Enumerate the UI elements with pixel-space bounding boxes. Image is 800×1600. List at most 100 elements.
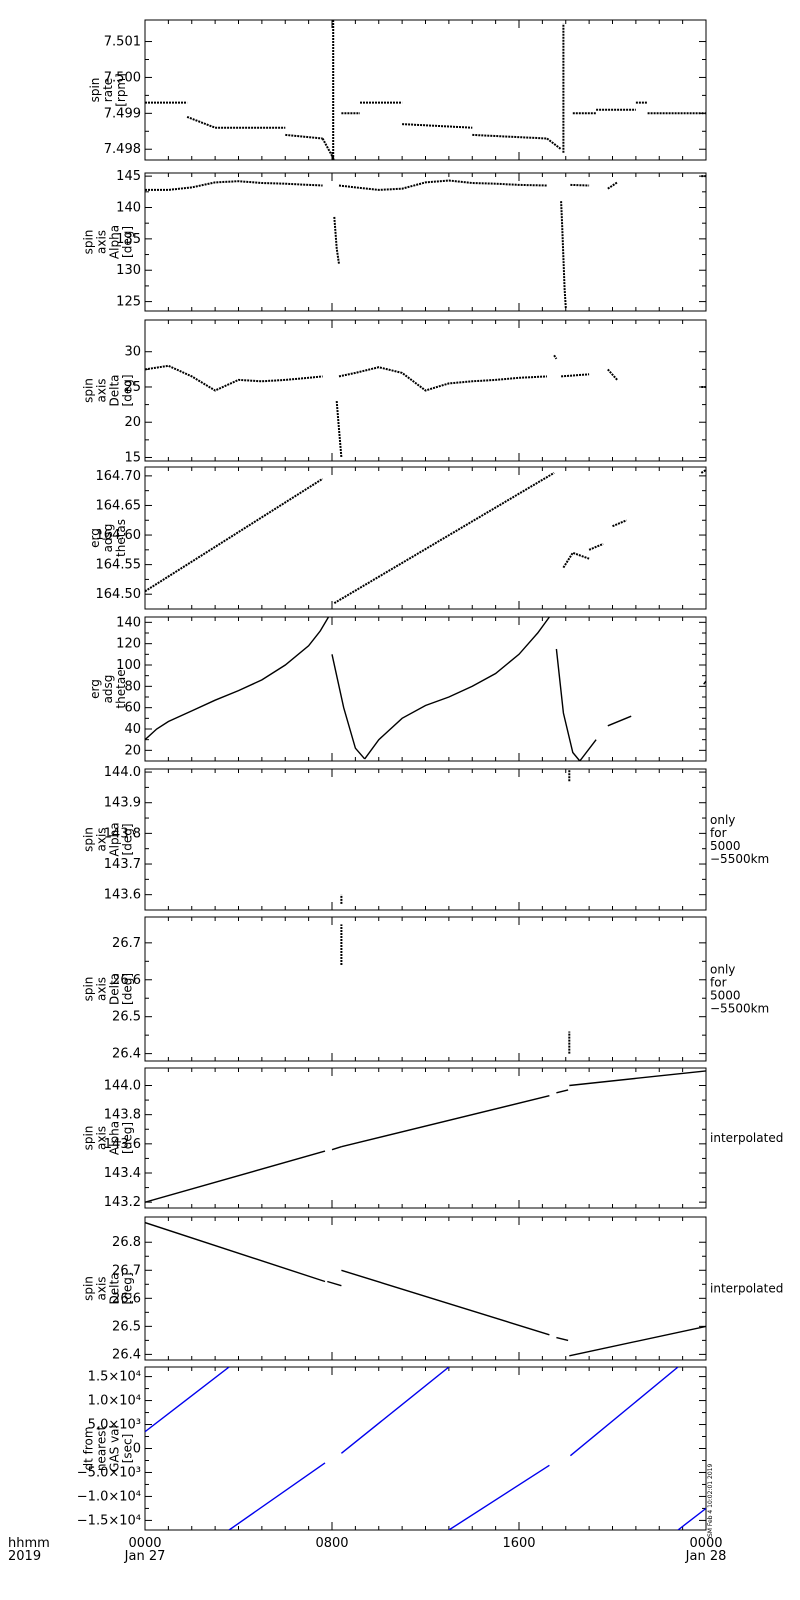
- panel-data: [145, 20, 706, 160]
- x-tick-label: 1600: [502, 1536, 535, 1551]
- y-tick-label: 144.0: [104, 765, 141, 780]
- panel-frame: [144, 19, 707, 161]
- series-segment: [570, 183, 590, 187]
- y-tick-label: 26.7: [112, 936, 141, 951]
- panel-2: 125 130 135 140 145 spinaxisAlpha[deg]: [82, 169, 707, 312]
- y-tick-label: 143.7: [104, 857, 141, 872]
- y-axis-label-line: [deg]: [121, 1122, 135, 1154]
- series-segment: [333, 472, 555, 604]
- y-axis-label-line: adsg: [101, 675, 115, 704]
- y-axis-label-line: erg: [88, 528, 102, 548]
- y-tick-label: 143.8: [104, 826, 141, 841]
- y-axis-label-line: Delta: [108, 973, 122, 1005]
- y-tick-label: 1.5×10⁴: [88, 1370, 141, 1385]
- y-tick-label: 26.4: [112, 1347, 141, 1362]
- y-axis-label-line: [sec]: [121, 1434, 135, 1464]
- side-note-line: for: [710, 826, 727, 840]
- panel-data: [145, 354, 706, 458]
- y-tick-label: 143.9: [104, 796, 141, 811]
- x-tick-label: 0000: [689, 1536, 722, 1551]
- y-tick-label: 26.5: [112, 1319, 141, 1334]
- y-tick-label: 164.50: [96, 587, 142, 602]
- y-tick-label: 144.0: [104, 1079, 141, 1094]
- series-segment: [472, 133, 548, 140]
- panel-6: 143.6 143.7 143.8 143.9 144.0 spinaxisAlpha[d…: [82, 765, 769, 911]
- y-axis-label-line: axis: [95, 230, 109, 254]
- side-note-line: only: [710, 963, 735, 977]
- y-axis-label: spinaxisAlpha[deg]: [82, 1121, 135, 1155]
- series-segment: [607, 181, 618, 190]
- series-segment: [553, 354, 558, 360]
- y-tick-label: 140: [116, 615, 141, 630]
- y-tick-label: 80: [124, 679, 141, 694]
- y-tick-label: 143.6: [104, 888, 141, 903]
- y-axis-label: spinaxisAlpha[deg]: [82, 822, 135, 856]
- y-axis-label: spinrate[rpm]: [88, 73, 128, 107]
- x-tick-label: 0800: [315, 1536, 348, 1551]
- y-tick-label: 20: [124, 415, 141, 430]
- series-segment: [335, 401, 343, 458]
- series-segment: [341, 1269, 550, 1336]
- y-tick-label: 143.6: [104, 1137, 141, 1152]
- series-segment: [556, 1336, 569, 1342]
- y-axis-label-line: [deg]: [121, 375, 135, 407]
- y-tick-label: 25: [124, 380, 141, 395]
- y-axis-label-line: [deg]: [121, 226, 135, 258]
- series-segment: [338, 179, 548, 191]
- panel-7: 26.4 26.5 26.6 26.7 spinaxisDelta[deg] onlyfo…: [82, 916, 769, 1062]
- x-tick-label: 0000: [128, 1536, 161, 1551]
- panel-1: 7.498 7.499 7.500 7.501 spinrate[rpm]: [88, 19, 707, 161]
- series-segment: [677, 1507, 706, 1530]
- panel-frame: [144, 172, 707, 312]
- panel-frame: [144, 1366, 707, 1531]
- series-segment: [555, 648, 581, 761]
- y-tick-label: 164.65: [96, 498, 142, 513]
- y-tick-label: 5.0×10³: [88, 1418, 141, 1433]
- y-axis-label-line: adsg: [101, 524, 115, 553]
- y-axis-label-line: axis: [95, 1126, 109, 1150]
- y-tick-label: −1.5×10⁴: [77, 1513, 141, 1528]
- side-note-line: only: [710, 813, 735, 827]
- y-axis-label-line: nearest: [95, 1426, 109, 1472]
- panel-data: [145, 1367, 706, 1530]
- series-segment: [569, 1367, 679, 1457]
- y-tick-label: 143.8: [104, 1108, 141, 1123]
- series-segment: [703, 680, 706, 685]
- y-tick-label: −1.0×10⁴: [77, 1489, 141, 1504]
- series-segment: [321, 138, 336, 160]
- y-axis-label-line: spin: [82, 1126, 96, 1151]
- y-tick-label: 15: [124, 450, 141, 465]
- y-tick-label: 143.4: [104, 1166, 141, 1181]
- y-axis-label-line: [rpm]: [114, 73, 128, 107]
- series-segment: [145, 1367, 230, 1433]
- y-tick-label: 140: [116, 201, 141, 216]
- y-axis-label-line: spin: [82, 230, 96, 255]
- y-axis-label-line: Delta: [108, 374, 122, 406]
- y-axis-label-line: axis: [95, 827, 109, 851]
- y-axis-label: spinaxisAlpha[deg]: [82, 225, 135, 259]
- y-tick-label: 120: [116, 637, 141, 652]
- panel-frame: [144, 616, 707, 762]
- y-axis-label-line: GAS val: [108, 1425, 122, 1472]
- series-segment: [145, 477, 324, 593]
- y-tick-label: 125: [116, 295, 141, 310]
- y-axis-label: ergadsgthetae: [88, 669, 128, 708]
- panel-data: [145, 617, 706, 761]
- y-axis-label-line: [deg]: [121, 824, 135, 856]
- panel-data: [145, 1221, 706, 1357]
- y-tick-label: 7.499: [104, 106, 141, 121]
- y-tick-label: 1.0×10⁴: [88, 1394, 141, 1409]
- y-tick-label: 20: [124, 743, 141, 758]
- series-segment: [607, 715, 632, 727]
- panel-frame: [144, 1216, 707, 1361]
- series-segment: [562, 551, 590, 569]
- y-tick-label: 26.5: [112, 1010, 141, 1025]
- y-tick-label: 164.55: [96, 558, 142, 573]
- series-segment: [561, 373, 590, 378]
- side-note-line: 5000: [710, 989, 741, 1003]
- series-segment: [546, 137, 562, 150]
- y-axis-label-line: spin: [82, 1276, 96, 1301]
- panel-data: [145, 175, 706, 308]
- series-segment: [556, 1089, 569, 1094]
- panel-frame: [144, 768, 707, 911]
